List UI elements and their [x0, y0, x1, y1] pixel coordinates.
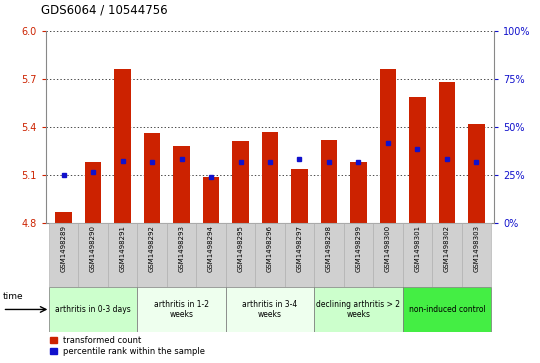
- Bar: [49, 223, 78, 287]
- Text: arthritis in 1-2
weeks: arthritis in 1-2 weeks: [154, 300, 209, 319]
- Bar: [409, 97, 426, 223]
- Text: GDS6064 / 10544756: GDS6064 / 10544756: [40, 3, 167, 16]
- Bar: [137, 223, 167, 287]
- Bar: [137, 287, 226, 332]
- Text: GSM1498296: GSM1498296: [267, 225, 273, 272]
- Text: GSM1498292: GSM1498292: [149, 225, 155, 272]
- Text: GSM1498293: GSM1498293: [179, 225, 185, 272]
- Text: time: time: [3, 292, 23, 301]
- Bar: [314, 223, 344, 287]
- Bar: [285, 223, 314, 287]
- Legend: transformed count, percentile rank within the sample: transformed count, percentile rank withi…: [50, 336, 205, 356]
- Bar: [167, 223, 196, 287]
- Bar: [226, 287, 314, 332]
- Bar: [78, 223, 108, 287]
- Text: GSM1498294: GSM1498294: [208, 225, 214, 272]
- Text: non-induced control: non-induced control: [409, 305, 485, 314]
- Text: GSM1498289: GSM1498289: [60, 225, 66, 272]
- Text: GSM1498300: GSM1498300: [385, 225, 391, 272]
- Text: GSM1498298: GSM1498298: [326, 225, 332, 272]
- Bar: [56, 212, 72, 223]
- Text: GSM1498290: GSM1498290: [90, 225, 96, 272]
- Bar: [403, 287, 491, 332]
- Text: GSM1498303: GSM1498303: [474, 225, 480, 272]
- Bar: [432, 223, 462, 287]
- Bar: [403, 223, 432, 287]
- Bar: [108, 223, 137, 287]
- Bar: [173, 146, 190, 223]
- Bar: [350, 162, 367, 223]
- Bar: [468, 124, 484, 223]
- Bar: [321, 140, 337, 223]
- Bar: [144, 134, 160, 223]
- Text: GSM1498295: GSM1498295: [238, 225, 244, 272]
- Bar: [203, 177, 219, 223]
- Text: declining arthritis > 2
weeks: declining arthritis > 2 weeks: [316, 300, 401, 319]
- Bar: [255, 223, 285, 287]
- Bar: [344, 223, 373, 287]
- Text: GSM1498302: GSM1498302: [444, 225, 450, 272]
- Bar: [439, 82, 455, 223]
- Text: GSM1498291: GSM1498291: [119, 225, 126, 272]
- Bar: [380, 69, 396, 223]
- Bar: [314, 287, 403, 332]
- Bar: [462, 223, 491, 287]
- Bar: [49, 287, 137, 332]
- Bar: [114, 69, 131, 223]
- Bar: [196, 223, 226, 287]
- Bar: [373, 223, 403, 287]
- Text: arthritis in 0-3 days: arthritis in 0-3 days: [55, 305, 131, 314]
- Bar: [85, 162, 101, 223]
- Bar: [292, 169, 308, 223]
- Text: GSM1498299: GSM1498299: [355, 225, 361, 272]
- Bar: [262, 132, 278, 223]
- Text: GSM1498297: GSM1498297: [296, 225, 302, 272]
- Bar: [226, 223, 255, 287]
- Text: GSM1498301: GSM1498301: [414, 225, 421, 272]
- Bar: [232, 142, 248, 223]
- Text: arthritis in 3-4
weeks: arthritis in 3-4 weeks: [242, 300, 298, 319]
